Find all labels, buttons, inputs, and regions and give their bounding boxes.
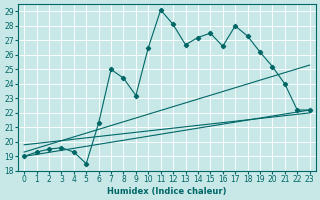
X-axis label: Humidex (Indice chaleur): Humidex (Indice chaleur) bbox=[107, 187, 227, 196]
